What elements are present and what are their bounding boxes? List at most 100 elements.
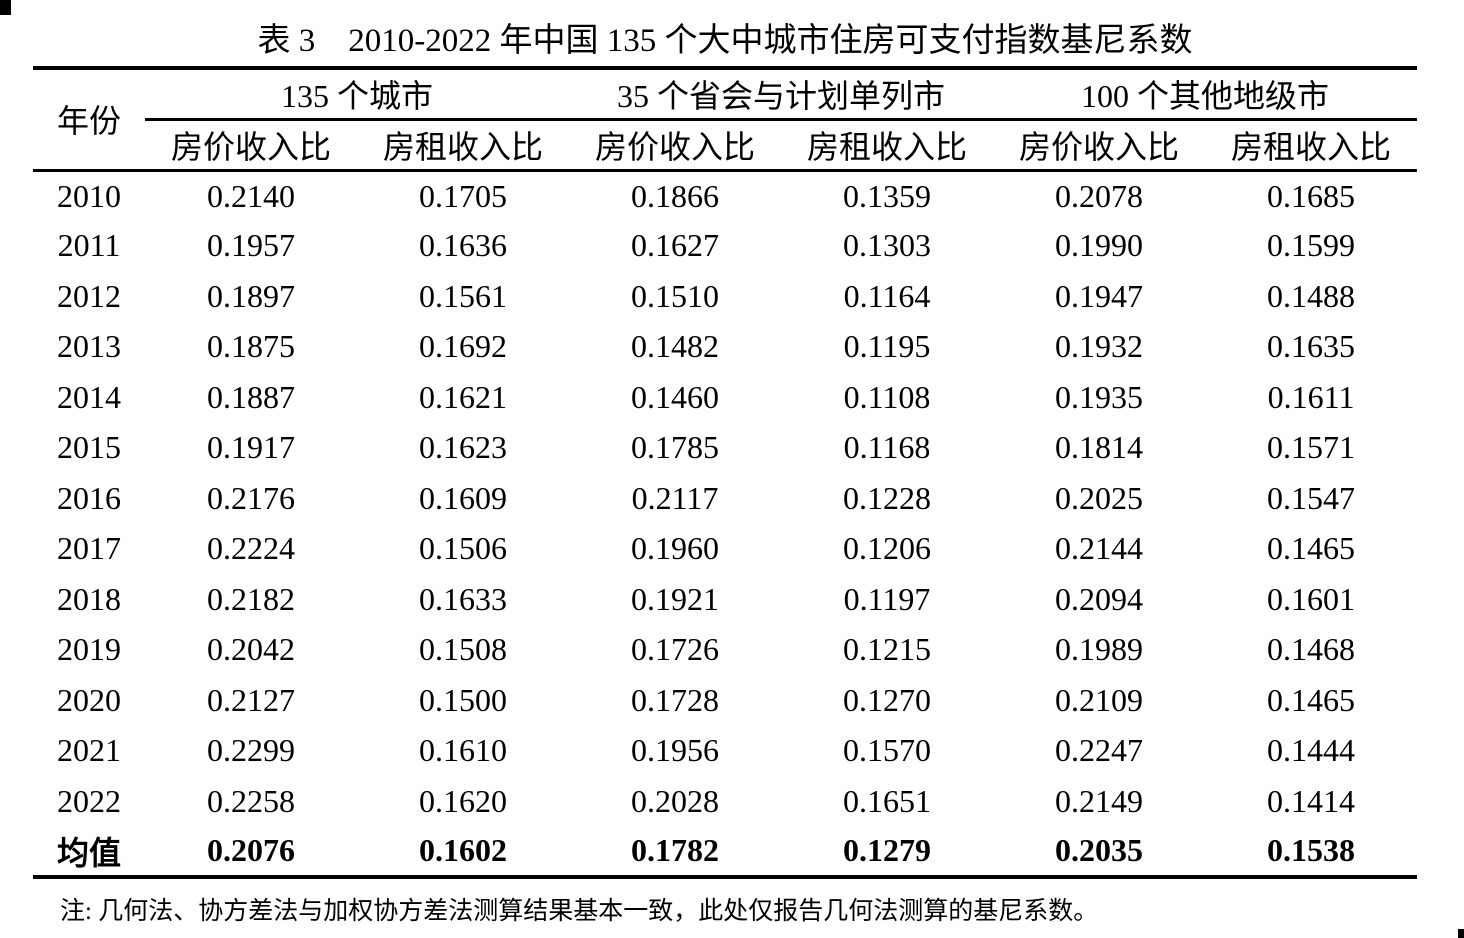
value-cell: 0.1506 xyxy=(419,530,507,567)
value-cell: 0.1990 xyxy=(1055,227,1144,264)
value-cell: 0.1621 xyxy=(419,378,507,415)
year-cell: 2010 xyxy=(57,177,121,214)
value-cell: 0.1785 xyxy=(631,429,720,466)
value-cell: 0.1620 xyxy=(419,782,507,819)
value-cell: 0.2042 xyxy=(207,631,295,668)
subheader-rent-income-ratio-3: 房租收入比 xyxy=(1205,119,1418,172)
scan-artifact-bottom-right xyxy=(1458,929,1464,938)
group-header-135-cities: 135 个城市 xyxy=(145,68,570,121)
value-cell: 0.2224 xyxy=(207,530,295,567)
year-cell: 2016 xyxy=(57,479,121,516)
table-row: 2010 0.2140 0.1705 0.1866 0.1359 0.2078 0.1685 xyxy=(33,170,1417,221)
value-cell: 0.1814 xyxy=(1055,429,1144,466)
value-cell: 0.1887 xyxy=(207,378,295,415)
value-cell: 0.1195 xyxy=(843,328,931,365)
value-cell: 0.1500 xyxy=(419,681,507,718)
value-cell: 0.2025 xyxy=(1055,479,1144,516)
value-cell: 0.1609 xyxy=(419,479,507,516)
value-cell: 0.2117 xyxy=(631,479,719,516)
sub-header-row: 房价收入比 房租收入比 房价收入比 房租收入比 房价收入比 房租收入比 xyxy=(33,119,1418,172)
table-title: 表 3 2010-2022 年中国 135 个大中城市住房可支付指数基尼系数 xyxy=(257,23,1193,59)
year-cell: 2014 xyxy=(57,378,121,415)
group-header-35-capital-cities: 35 个省会与计划单列市 xyxy=(569,68,994,121)
value-cell: 0.1488 xyxy=(1267,277,1356,314)
value-cell: 0.1510 xyxy=(631,277,720,314)
value-cell: 0.1206 xyxy=(843,530,932,567)
group-header-100-prefecture-cities: 100 个其他地级市 xyxy=(993,68,1418,121)
year-cell: 2013 xyxy=(57,328,121,365)
value-cell: 0.1414 xyxy=(1267,782,1356,819)
value-cell: 0.1875 xyxy=(207,328,295,365)
value-cell: 0.1168 xyxy=(843,429,931,466)
year-column-header: 年份 xyxy=(33,68,145,172)
table-row: 2011 0.1957 0.1636 0.1627 0.1303 0.1990 0.1599 xyxy=(33,221,1417,272)
subheader-price-income-ratio-2: 房价收入比 xyxy=(569,119,782,172)
value-cell: 0.2182 xyxy=(207,580,295,617)
value-cell: 0.2247 xyxy=(1055,732,1144,769)
value-cell: 0.1989 xyxy=(1055,631,1144,668)
year-cell: 2011 xyxy=(57,227,121,264)
value-cell: 0.1947 xyxy=(1055,277,1144,314)
table-row: 2015 0.1917 0.1623 0.1785 0.1168 0.1814 0.1571 xyxy=(33,423,1417,474)
value-cell: 0.1921 xyxy=(631,580,720,617)
value-cell: 0.1279 xyxy=(843,832,932,869)
table-row: 2018 0.2182 0.1633 0.1921 0.1197 0.2094 0.1601 xyxy=(33,574,1417,625)
value-cell: 0.1726 xyxy=(631,631,720,668)
year-cell: 2015 xyxy=(57,429,121,466)
table-row: 2014 0.1887 0.1621 0.1460 0.1108 0.1935 0.1611 xyxy=(33,372,1417,423)
value-cell: 0.2109 xyxy=(1055,681,1144,718)
year-cell: 2022 xyxy=(57,782,121,819)
table-row: 2022 0.2258 0.1620 0.2028 0.1651 0.2149 0.1414 xyxy=(33,776,1417,827)
value-cell: 0.2078 xyxy=(1055,177,1144,214)
value-cell: 0.2076 xyxy=(207,832,295,869)
value-cell: 0.1728 xyxy=(631,681,720,718)
value-cell: 0.1866 xyxy=(631,177,720,214)
mean-row: 均值 0.2076 0.1602 0.1782 0.1279 0.2035 0.1538 xyxy=(33,827,1417,878)
scan-artifact-top-left xyxy=(0,0,11,15)
value-cell: 0.1359 xyxy=(843,177,932,214)
value-cell: 0.1465 xyxy=(1267,681,1356,718)
value-cell: 0.1538 xyxy=(1267,832,1356,869)
table-row: 2020 0.2127 0.1500 0.1728 0.1270 0.2109 0.1465 xyxy=(33,675,1417,726)
value-cell: 0.1960 xyxy=(631,530,720,567)
value-cell: 0.1468 xyxy=(1267,631,1356,668)
value-cell: 0.1932 xyxy=(1055,328,1144,365)
year-cell: 2017 xyxy=(57,530,121,567)
year-cell: 2021 xyxy=(57,732,121,769)
value-cell: 0.1611 xyxy=(1267,378,1355,415)
value-cell: 0.1599 xyxy=(1267,227,1356,264)
value-cell: 0.1270 xyxy=(843,681,932,718)
subheader-price-income-ratio-1: 房价收入比 xyxy=(145,119,357,172)
value-cell: 0.1561 xyxy=(419,277,507,314)
value-cell: 0.2299 xyxy=(207,732,295,769)
table-row: 2012 0.1897 0.1561 0.1510 0.1164 0.1947 0.1488 xyxy=(33,271,1417,322)
year-cell: 2012 xyxy=(57,277,121,314)
table-row: 2013 0.1875 0.1692 0.1482 0.1195 0.1932 0.1635 xyxy=(33,322,1417,373)
value-cell: 0.2258 xyxy=(207,782,295,819)
value-cell: 0.1692 xyxy=(419,328,507,365)
table-row: 2016 0.2176 0.1609 0.2117 0.1228 0.2025 0.1547 xyxy=(33,473,1417,524)
value-cell: 0.1602 xyxy=(419,832,507,869)
value-cell: 0.2127 xyxy=(207,681,295,718)
mean-label-cell: 均值 xyxy=(56,834,121,871)
value-cell: 0.1685 xyxy=(1267,177,1356,214)
value-cell: 0.1623 xyxy=(419,429,507,466)
value-cell: 0.1935 xyxy=(1055,378,1144,415)
value-cell: 0.2176 xyxy=(207,479,295,516)
value-cell: 0.1465 xyxy=(1267,530,1356,567)
value-cell: 0.1897 xyxy=(207,277,295,314)
value-cell: 0.1508 xyxy=(419,631,507,668)
value-cell: 0.1601 xyxy=(1267,580,1356,617)
value-cell: 0.1547 xyxy=(1267,479,1356,516)
value-cell: 0.1303 xyxy=(843,227,932,264)
value-cell: 0.1215 xyxy=(843,631,932,668)
value-cell: 0.2035 xyxy=(1055,832,1144,869)
value-cell: 0.1917 xyxy=(207,429,295,466)
value-cell: 0.1635 xyxy=(1267,328,1356,365)
subheader-rent-income-ratio-1: 房租收入比 xyxy=(357,119,570,172)
year-cell: 2018 xyxy=(57,580,121,617)
value-cell: 0.1197 xyxy=(843,580,931,617)
value-cell: 0.2149 xyxy=(1055,782,1144,819)
value-cell: 0.1782 xyxy=(631,832,720,869)
value-cell: 0.1957 xyxy=(207,227,295,264)
